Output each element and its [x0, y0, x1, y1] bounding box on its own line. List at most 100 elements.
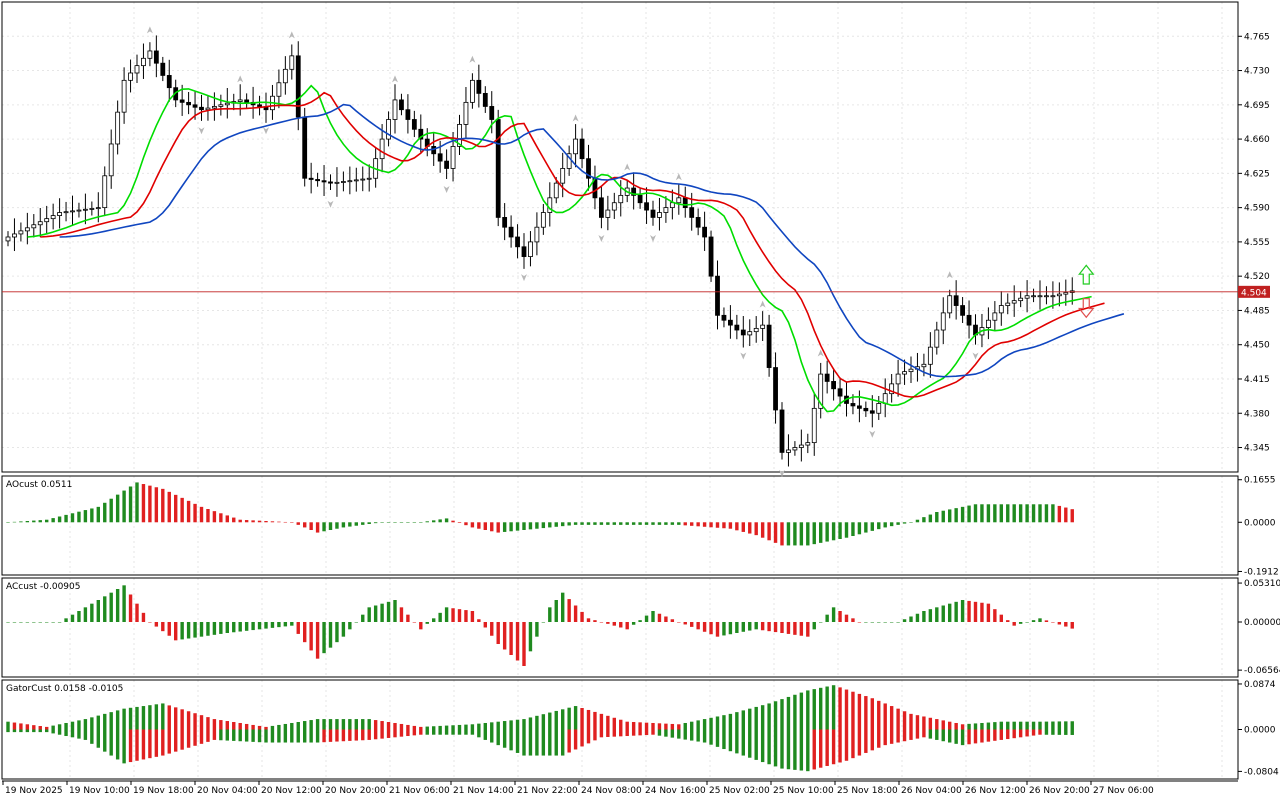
gator-lower-bar [477, 729, 481, 738]
gator-lower-bar [767, 729, 771, 765]
gator-lower-bar [457, 729, 462, 735]
candle-body [947, 295, 953, 314]
gator-lower-bar [780, 729, 784, 769]
candle-body [153, 50, 159, 64]
ao-bar [386, 522, 391, 523]
gator-lower-bar [670, 729, 675, 738]
ac-bar [96, 600, 100, 622]
ao-bar [696, 522, 700, 527]
candle-body [437, 153, 443, 162]
gator-lower-bar [786, 729, 791, 770]
gator-upper-bar [651, 722, 655, 730]
gator-lower-bar [812, 729, 816, 770]
gator-lower-bar [838, 729, 842, 763]
gator-upper-bar [341, 719, 346, 730]
gator-upper-bar [1038, 721, 1042, 730]
ao-bar [760, 522, 765, 538]
ac-bar [64, 618, 68, 622]
price-tick-label: 4.520 [1244, 272, 1270, 282]
ao-bar [335, 522, 339, 529]
gator-upper-bar [57, 724, 62, 730]
candle-body [102, 175, 108, 209]
ao-bar [490, 522, 494, 532]
ac-bar [380, 603, 384, 622]
ac-bar [341, 622, 346, 637]
gator-upper-bar [948, 721, 952, 730]
ac-bar [960, 600, 965, 622]
ac-bar [1025, 622, 1029, 623]
ao-bar [948, 509, 952, 523]
price-tick-label: 4.590 [1244, 204, 1270, 214]
ac-bar [967, 600, 971, 622]
ao-bar [702, 522, 707, 527]
gator-lower-bar [567, 729, 571, 753]
ao-bar [864, 522, 868, 533]
fractal-down-arrow [779, 469, 785, 477]
ac-bar [470, 611, 475, 622]
candle-body [863, 407, 869, 412]
ao-bar [393, 522, 397, 523]
fractal-up-arrow [759, 300, 766, 308]
candle-body [237, 99, 243, 102]
gator-lower-bar [948, 729, 952, 743]
ao-bar [199, 506, 204, 523]
ac-bar [851, 618, 855, 622]
ac-tick-label: -0.06564 [1244, 666, 1280, 676]
ac-bar [580, 611, 584, 622]
candle-body [386, 119, 391, 140]
ac-bar [548, 607, 552, 622]
ac-bar [264, 622, 268, 629]
ac-bar [438, 612, 442, 622]
gator-lower-bar [406, 729, 410, 737]
gator-lower-bar [90, 729, 94, 744]
ac-bar [425, 622, 429, 624]
gator-lower-bar [509, 729, 513, 751]
ao-bar [857, 522, 862, 535]
gator-lower-bar [257, 729, 262, 743]
ao-bar [264, 521, 268, 523]
gator-lower-bar [593, 729, 597, 741]
gator-upper-bar [180, 709, 184, 730]
ao-bar [109, 498, 113, 523]
gator-upper-bar [535, 715, 539, 730]
ac-bar [103, 596, 107, 622]
gator-upper-bar [728, 713, 733, 730]
candle-body [328, 181, 333, 184]
ac-bar [309, 622, 313, 651]
gator-upper-bar [838, 687, 842, 730]
candle-body [218, 104, 224, 107]
ao-bar [580, 522, 584, 525]
ao-bar [135, 482, 139, 523]
gator-lower-bar [993, 729, 997, 741]
gator-lower-bar [451, 729, 455, 735]
candle-body [224, 102, 230, 106]
ao-bar [554, 522, 558, 527]
ac-bar [6, 622, 10, 623]
time-axis-label: 20 Nov 04:00 [197, 786, 258, 796]
candle-body [469, 79, 475, 103]
ac-bar [954, 601, 958, 622]
time-axis-label: 19 Nov 18:00 [133, 786, 194, 796]
ac-bar [980, 602, 984, 622]
gator-upper-bar [722, 715, 726, 730]
ao-bar [96, 506, 100, 523]
ao-bar [896, 522, 900, 525]
gator-upper-bar [889, 706, 894, 730]
ao-bar [470, 522, 475, 528]
ao-bar [909, 522, 913, 523]
gator-upper-bar [702, 719, 707, 730]
gator-lower-bar [528, 729, 533, 756]
gator-lower-bar [399, 729, 404, 737]
gator-upper-bar [393, 722, 397, 730]
ac-bar [451, 608, 455, 622]
ac-bar [631, 622, 636, 625]
current-price-label: 4.504 [1241, 288, 1267, 298]
gator-upper-bar [960, 724, 965, 730]
gator-lower-bar [96, 729, 100, 748]
candle-body [721, 314, 727, 321]
fractal-up-arrow [237, 75, 244, 83]
gator-lower-bar [122, 729, 126, 764]
price-tick-label: 4.695 [1244, 101, 1270, 111]
ac-bar [825, 614, 829, 622]
gator-lower-bar [193, 729, 197, 746]
